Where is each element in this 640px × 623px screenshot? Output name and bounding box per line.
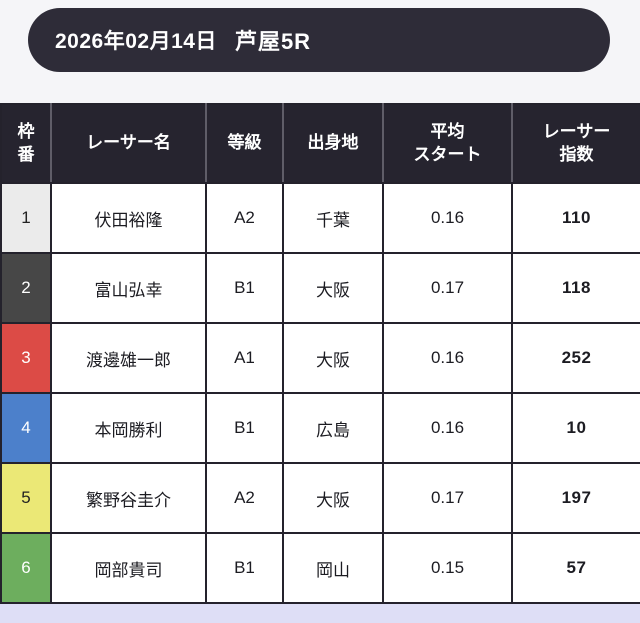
racer-name-cell: 渡邊雄一郎: [50, 322, 207, 394]
racer-table: 枠 番 レーサー名 等級 出身地 平均 スタート レーサー 指数 1 伏田裕隆 …: [0, 103, 640, 604]
footer-strip: [0, 604, 640, 623]
index-cell: 110: [511, 182, 640, 254]
waku-cell: 4: [0, 392, 52, 464]
racer-name-cell: 本岡勝利: [50, 392, 207, 464]
grade-cell: A2: [205, 462, 284, 534]
waku-cell: 1: [0, 182, 52, 254]
race-title-bar: 2026年02月14日 芦屋5R: [28, 8, 610, 72]
racer-name-cell: 伏田裕隆: [50, 182, 207, 254]
column-header-index: レーサー 指数: [511, 103, 640, 184]
avg-start-cell: 0.17: [382, 462, 513, 534]
table-row: 3 渡邊雄一郎 A1 大阪 0.16 252: [0, 322, 640, 394]
index-cell: 10: [511, 392, 640, 464]
origin-cell: 大阪: [282, 322, 384, 394]
avg-start-cell: 0.16: [382, 182, 513, 254]
avg-start-cell: 0.16: [382, 392, 513, 464]
origin-cell: 大阪: [282, 462, 384, 534]
table-row: 4 本岡勝利 B1 広島 0.16 10: [0, 392, 640, 464]
column-header-origin: 出身地: [282, 103, 384, 184]
index-cell: 57: [511, 532, 640, 604]
avg-start-cell: 0.15: [382, 532, 513, 604]
grade-cell: A2: [205, 182, 284, 254]
origin-cell: 岡山: [282, 532, 384, 604]
column-header-name: レーサー名: [50, 103, 207, 184]
grade-cell: B1: [205, 252, 284, 324]
index-cell: 118: [511, 252, 640, 324]
waku-cell: 2: [0, 252, 52, 324]
waku-cell: 6: [0, 532, 52, 604]
race-name: 芦屋5R: [234, 29, 312, 54]
column-header-avg-start: 平均 スタート: [382, 103, 513, 184]
table-row: 6 岡部貴司 B1 岡山 0.15 57: [0, 532, 640, 604]
index-cell: 197: [511, 462, 640, 534]
race-date: 2026年02月14日: [55, 30, 217, 53]
racer-name-cell: 富山弘幸: [50, 252, 207, 324]
waku-cell: 5: [0, 462, 52, 534]
waku-cell: 3: [0, 322, 52, 394]
grade-cell: B1: [205, 392, 284, 464]
racer-name-cell: 岡部貴司: [50, 532, 207, 604]
table-row: 5 繁野谷圭介 A2 大阪 0.17 197: [0, 462, 640, 534]
origin-cell: 広島: [282, 392, 384, 464]
origin-cell: 千葉: [282, 182, 384, 254]
column-header-waku: 枠 番: [0, 103, 52, 184]
table-row: 1 伏田裕隆 A2 千葉 0.16 110: [0, 182, 640, 254]
column-header-grade: 等級: [205, 103, 284, 184]
grade-cell: A1: [205, 322, 284, 394]
racer-name-cell: 繁野谷圭介: [50, 462, 207, 534]
avg-start-cell: 0.16: [382, 322, 513, 394]
avg-start-cell: 0.17: [382, 252, 513, 324]
index-cell: 252: [511, 322, 640, 394]
table-row: 2 富山弘幸 B1 大阪 0.17 118: [0, 252, 640, 324]
table-header-row: 枠 番 レーサー名 等級 出身地 平均 スタート レーサー 指数: [0, 103, 640, 184]
grade-cell: B1: [205, 532, 284, 604]
origin-cell: 大阪: [282, 252, 384, 324]
